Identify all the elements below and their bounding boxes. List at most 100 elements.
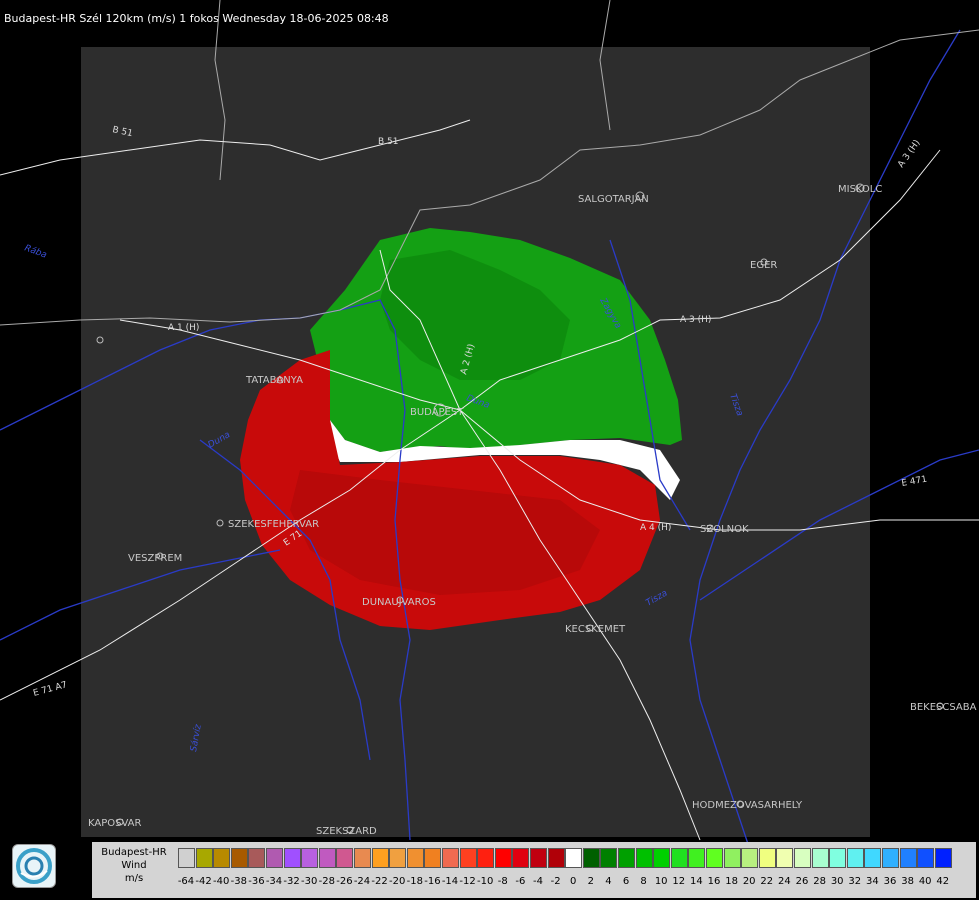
legend-tick-label: -8	[497, 876, 508, 887]
legend-tick-label: -38	[230, 876, 247, 887]
legend-label: Budapest-HR Wind m/s	[92, 846, 176, 885]
legend-tick-label: 30	[830, 876, 844, 887]
legend-tick-label: 16	[707, 876, 721, 887]
legend-swatch	[354, 848, 371, 868]
legend-swatch	[459, 848, 477, 868]
legend-swatch	[530, 848, 547, 868]
legend-product: Wind	[121, 860, 147, 871]
legend-unit: m/s	[124, 873, 144, 884]
legend-swatch	[301, 848, 319, 868]
legend-tick-label: 2	[587, 876, 594, 887]
legend-tick-label: -28	[318, 876, 335, 887]
legend-tick-label: -40	[213, 876, 230, 887]
legend-tick-label: 34	[866, 876, 879, 887]
legend-swatch	[846, 848, 864, 868]
city-label-salgotarjan: SALGOTARJAN	[578, 194, 649, 205]
legend-tick-label: 32	[848, 876, 862, 887]
legend-radar-name: Budapest-HR	[101, 847, 167, 858]
road-lines	[0, 119, 979, 841]
legend-swatch	[512, 848, 530, 868]
legend-swatch	[723, 848, 741, 868]
legend-tick-label: 8	[640, 876, 647, 887]
legend-swatch	[266, 848, 283, 868]
road-label: B 51	[378, 137, 399, 147]
legend-tick-label: -18	[406, 876, 423, 887]
legend-swatch	[829, 848, 847, 868]
city-label-szekszard: SZEKSZARD	[316, 826, 377, 837]
legend-swatch	[283, 848, 301, 868]
legend-swatch	[864, 848, 882, 868]
legend-swatch	[582, 848, 600, 868]
city-label-szolnok: SZOLNOK	[700, 524, 749, 535]
legend-swatch	[230, 848, 248, 868]
legend-tick-label: -14	[441, 876, 459, 887]
legend-swatch	[565, 848, 583, 868]
legend-swatch	[670, 848, 688, 868]
city-label-bekescsaba: BEKESCSABA	[910, 702, 977, 713]
legend-swatch	[635, 848, 653, 868]
city-label-eger: EGER	[750, 260, 777, 271]
road-label: E 71 A7	[32, 680, 68, 699]
road-label: A 1 (H)	[168, 323, 199, 333]
legend-tick-label: 42	[936, 876, 950, 887]
legend-tick-label: 26	[795, 876, 809, 887]
legend-swatch	[618, 848, 635, 868]
legend-tick-label: 12	[672, 876, 686, 887]
legend-swatch	[706, 848, 723, 868]
legend-tick-label: 38	[901, 876, 914, 887]
legend-tick-label: -4	[533, 876, 543, 887]
city-markers	[96, 183, 944, 834]
legend-swatch	[653, 848, 671, 868]
legend-swatch	[318, 848, 336, 868]
legend-swatch	[811, 848, 829, 868]
city-label-miskolc: MISKOLC	[838, 184, 882, 195]
legend-swatch	[882, 848, 899, 868]
legend-tick-label: -12	[459, 876, 476, 887]
legend-swatch	[195, 848, 213, 868]
road-label: A 3 (H)	[896, 138, 922, 169]
city-label-veszprem: VESZPREM	[128, 553, 182, 564]
legend-swatch	[336, 848, 354, 868]
legend-tick-label: -64	[177, 876, 195, 887]
legend-tick-label: -32	[283, 876, 300, 887]
legend-tick-label: -20	[389, 876, 406, 887]
legend-tick-label: 40	[918, 876, 932, 887]
legend-tick-label: 14	[690, 876, 703, 887]
legend-swatch	[917, 848, 935, 868]
border-lines	[0, 0, 979, 326]
legend-tick-label: 18	[725, 876, 738, 887]
legend-swatch	[371, 848, 389, 868]
legend-swatch	[389, 848, 407, 868]
legend-swatch	[406, 848, 424, 868]
river-lines	[0, 29, 979, 881]
legend-swatch	[688, 848, 706, 868]
legend-tick-label: -24	[353, 876, 371, 887]
city-label-szekesfehervar: SZEKESFEHERVAR	[228, 519, 319, 530]
legend-swatch	[758, 848, 776, 868]
city-label-dunaujvaros: DUNAUJVAROS	[362, 597, 436, 608]
city-label-tatabanya: TATABANYA	[245, 375, 303, 386]
legend-tick-label: 10	[654, 876, 668, 887]
city-label-kaposvar: KAPOSVAR	[88, 818, 142, 829]
legend-tick-label: -36	[248, 876, 265, 887]
legend-tick-label: -42	[195, 876, 212, 887]
legend-tick-label: -2	[550, 876, 561, 887]
legend-tick-label: 24	[778, 876, 791, 887]
road-label: E 471	[901, 475, 928, 489]
legend-tick-label: -22	[371, 876, 388, 887]
city-label-budapest: BUDAPEST	[410, 407, 464, 418]
legend-tick-label: -16	[424, 876, 441, 887]
legend-swatch	[248, 848, 266, 868]
legend-swatch	[424, 848, 442, 868]
legend-swatch	[477, 848, 495, 868]
legend-tick-label: -30	[301, 876, 318, 887]
legend-tick-label: -6	[515, 876, 526, 887]
legend-tick-label: 0	[570, 876, 577, 887]
city-label-hodmezovasarhely: HODMEZOVASARHELY	[692, 800, 803, 811]
road-label: B 51	[111, 125, 133, 139]
legend-swatch	[178, 848, 195, 868]
legend-tick-label: 36	[883, 876, 897, 887]
road-label: A 4 (H)	[640, 523, 671, 533]
city-label-kecskemet: KECSKEMET	[565, 624, 626, 635]
logo-icon	[12, 844, 56, 888]
